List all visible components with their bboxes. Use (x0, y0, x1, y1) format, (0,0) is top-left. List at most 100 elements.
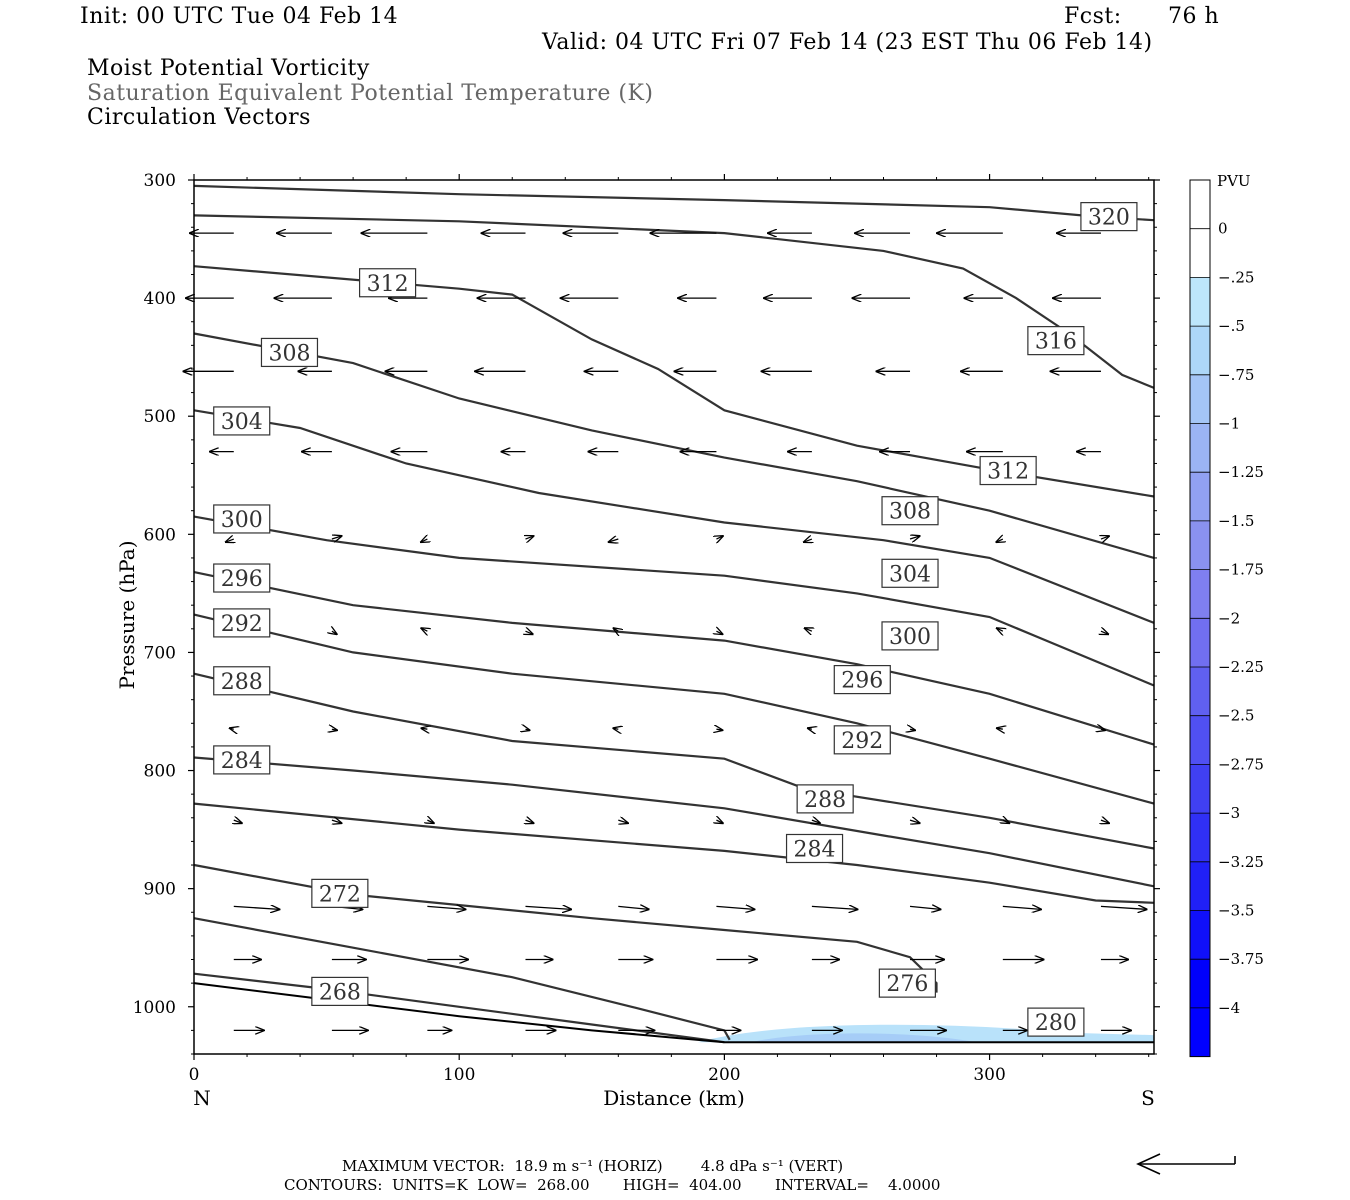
circulation-vector (618, 906, 648, 909)
contour-label-272: 272 (311, 878, 369, 908)
contour-label-text: 288 (221, 670, 263, 695)
theta-es-contour-276 (193, 863, 938, 993)
circulation-vector (812, 820, 820, 823)
circulation-vector (421, 539, 427, 542)
colorbar-swatch (1190, 180, 1210, 229)
circulation-vector (1101, 820, 1109, 823)
colorbar-swatch (1190, 861, 1210, 911)
colorbar-swatch (1190, 813, 1210, 862)
contour-label-box (1080, 202, 1138, 232)
mpv-shading-darker (750, 1033, 977, 1043)
field-title-theta-es: Saturation Equivalent Potential Temperat… (87, 81, 654, 106)
contour-label-box (311, 976, 369, 1007)
circulation-vector (997, 628, 1003, 631)
circulation-vector (811, 906, 858, 909)
contour-label-text: 284 (794, 837, 836, 862)
plot-frame (193, 179, 1155, 1055)
contour-label-box (213, 745, 271, 775)
contour-label-text: 276 (886, 972, 928, 997)
contour-label-box (878, 968, 936, 998)
contour-label-296: 296 (213, 563, 271, 593)
colorbar-swatch (1190, 374, 1210, 424)
contour-label-304: 304 (213, 406, 271, 436)
contour-label-box (358, 268, 417, 298)
reference-vector (1136, 1153, 1236, 1175)
contour-label-304: 304 (881, 558, 939, 588)
theta-es-contour-296 (193, 571, 1155, 746)
valid-time: Valid: 04 UTC Fri 07 Feb 14 (23 EST Thu … (542, 30, 1153, 55)
circulation-vector (1101, 536, 1109, 539)
colorbar-label: 0 (1218, 220, 1228, 238)
circulation-vector (997, 728, 1003, 729)
colorbar-swatch (1190, 520, 1210, 570)
colorbar-label: −2.25 (1218, 658, 1264, 676)
circulation-vector (525, 906, 571, 909)
circulation-vector (614, 628, 619, 631)
x-tick-label: 0 (189, 1065, 200, 1085)
contour-label-292: 292 (833, 725, 891, 755)
colorbar-label: −2 (1218, 609, 1240, 627)
contour-label-box (1027, 1007, 1085, 1037)
colorbar-swatch (1190, 910, 1210, 960)
contour-label-text: 296 (221, 567, 263, 592)
x-tick-label: 300 (973, 1065, 1005, 1085)
contour-label-box (979, 455, 1037, 486)
contour-label-text: 320 (1088, 206, 1130, 231)
contour-label-box (260, 337, 319, 368)
contour-label-312: 312 (979, 455, 1037, 486)
contour-label-box (213, 563, 271, 593)
theta-es-contour-268 (193, 972, 725, 1044)
contour-label-box (213, 504, 271, 534)
theta-es-contour-320 (193, 184, 1155, 222)
circulation-vector (613, 728, 618, 729)
init-time: Init: 00 UTC Tue 04 Feb 14 (80, 4, 399, 29)
contour-label-300: 300 (213, 504, 271, 534)
colorbar-swatch (1190, 472, 1210, 521)
circulation-vector (716, 729, 722, 730)
x-tick-label: 200 (708, 1065, 740, 1085)
x-axis-title: Distance (km) (603, 1086, 745, 1110)
contour-label-text: 272 (319, 882, 361, 907)
contour-label-text: 284 (221, 749, 263, 774)
contour-label-box (881, 558, 939, 588)
colorbar-label: −2.75 (1218, 755, 1264, 773)
theta-es-contour-272 (193, 917, 731, 1041)
contour-label-288: 288 (213, 666, 271, 696)
contour-label-text: 296 (841, 669, 883, 694)
colorbar-swatch (1190, 228, 1210, 278)
contour-label-276: 276 (878, 968, 936, 998)
theta-es-contour-288 (193, 672, 1155, 850)
contour-label-text: 312 (367, 272, 409, 297)
x-tick-label: 100 (443, 1065, 475, 1085)
circulation-vector (331, 820, 342, 823)
theta-es-contour-300 (193, 515, 1155, 687)
contour-label-box (833, 664, 891, 695)
forecast-label: Fcst: (1064, 4, 1122, 29)
contour-label-text: 316 (1035, 330, 1077, 355)
colorbar-swatch (1190, 423, 1210, 473)
colorbar-swatch (1190, 326, 1210, 375)
colorbar-swatch (1190, 715, 1210, 765)
colorbar-swatch (1190, 569, 1210, 619)
circulation-vector (804, 539, 812, 542)
colorbar-title: PVU (1217, 172, 1251, 190)
colorbar-swatch (1190, 1007, 1210, 1057)
contour-label-316: 316 (1027, 326, 1085, 356)
circulation-vector (1100, 906, 1147, 909)
circulation-vector (996, 539, 1002, 542)
circulation-vector (909, 820, 920, 823)
circulation-vector (233, 906, 280, 909)
circulation-vector (618, 820, 628, 823)
y-tick-label: 800 (144, 762, 176, 782)
circulation-vector (421, 728, 427, 729)
colorbar-label: −3.25 (1218, 853, 1264, 871)
surface-line (193, 982, 1154, 1044)
circulation-vector (1101, 729, 1105, 730)
colorbar-swatch (1190, 764, 1210, 814)
contour-label-308: 308 (881, 496, 939, 526)
circulation-vector (716, 906, 754, 909)
circulation-vector (234, 820, 242, 823)
colorbar-label: −3.75 (1218, 950, 1264, 968)
circulation-vector (525, 820, 533, 823)
